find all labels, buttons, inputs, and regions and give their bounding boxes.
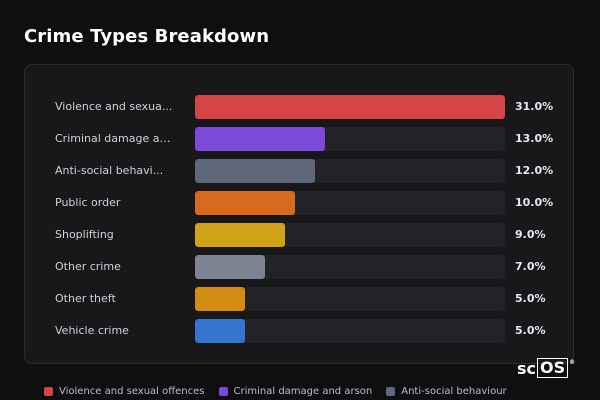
brand-prefix: sc [517,358,537,378]
chart-card: Violence and sexua... 31.0% Criminal damag… [24,64,574,364]
bar-label: Shoplifting [55,228,114,241]
bar-label: Violence and sexua... [55,100,173,113]
bar-label: Other theft [55,292,116,305]
legend: Violence and sexual offences Criminal dam… [44,386,521,397]
bar-label: Anti-social behavi... [55,164,164,177]
chart-title: Crime Types Breakdown [24,26,270,47]
bar-row: Criminal damage an... 13.0% [25,127,573,151]
bar-row: Anti-social behavi... 12.0% [25,159,573,183]
bar-track [195,95,505,119]
bar-row: Vehicle crime 5.0% [25,319,573,343]
bar-value: 5.0% [515,292,546,305]
bar-fill [195,223,285,247]
bar-track [195,287,505,311]
bar-row: Shoplifting 9.0% [25,223,573,247]
legend-item: Violence and sexual offences [44,386,205,397]
brand-logo: sc OS ® [517,358,575,378]
legend-swatch [218,387,228,396]
bar-fill [195,287,245,311]
bar-track [195,127,505,151]
legend-label: Anti-social behaviour [401,386,507,397]
bar-value: 10.0% [515,196,554,209]
bar-value: 5.0% [515,324,546,337]
bar-label: Other crime [55,260,121,273]
bar-row: Other crime 7.0% [25,255,573,279]
bar-value: 31.0% [515,100,554,113]
brand-boxed: OS [537,358,569,378]
bar-fill [195,159,315,183]
legend-swatch [386,387,396,396]
bar-label: Vehicle crime [55,324,129,337]
bar-value: 9.0% [515,228,546,241]
bar-value: 12.0% [515,164,554,177]
legend-label: Criminal damage and arson [233,386,373,397]
bar-fill [195,191,295,215]
legend-item: Anti-social behaviour [386,386,507,397]
bar-row: Other theft 5.0% [25,287,573,311]
bar-row: Violence and sexua... 31.0% [25,95,573,119]
legend-item: Criminal damage and arson [218,386,373,397]
bar-fill [195,319,245,343]
bar-label: Public order [55,196,121,209]
bar-track [195,319,505,343]
bar-fill [195,127,325,151]
bar-fill [195,95,505,119]
bar-value: 13.0% [515,132,554,145]
bar-value: 7.0% [515,260,546,273]
bar-track [195,255,505,279]
bar-label: Criminal damage an... [55,132,175,145]
bar-track [195,159,505,183]
bar-track [195,223,505,247]
brand-registered: ® [569,358,576,366]
legend-label: Violence and sexual offences [59,386,205,397]
bar-fill [195,255,265,279]
bar-track [195,191,505,215]
legend-swatch [44,387,53,396]
bar-row: Public order 10.0% [25,191,573,215]
